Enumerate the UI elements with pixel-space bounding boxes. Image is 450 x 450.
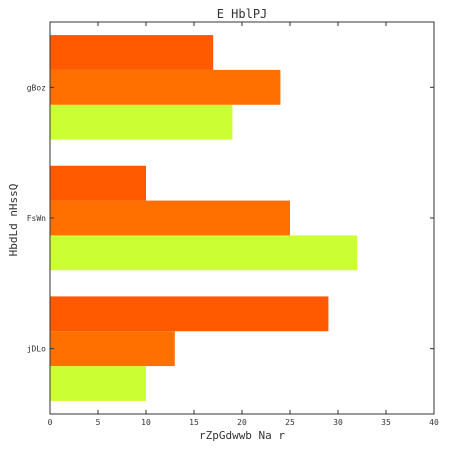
x-tick-label-0: 0 — [48, 418, 53, 427]
y-tick-label-jDLo: jDLo — [27, 345, 46, 354]
bars-group — [50, 35, 357, 401]
x-tick-label-10: 10 — [141, 418, 151, 427]
x-axis-label: rZpGdwwb Na r — [199, 429, 285, 442]
y-tick-label-FsWn: FsWn — [27, 214, 46, 223]
x-tick-label-30: 30 — [333, 418, 343, 427]
x-tick-label-25: 25 — [285, 418, 295, 427]
x-tick-label-5: 5 — [96, 418, 101, 427]
y-tick-label-gBoz: gBoz — [27, 83, 46, 92]
x-tick-label-35: 35 — [381, 418, 391, 427]
bar-jDLo-series-1 — [50, 366, 146, 401]
x-tick-label-40: 40 — [429, 418, 439, 427]
bar-gBoz-series-3 — [50, 35, 213, 70]
bar-FsWn-series-1 — [50, 235, 357, 270]
bar-jDLo-series-2 — [50, 331, 175, 366]
bar-gBoz-series-2 — [50, 70, 280, 105]
y-axis-label: HbdLd nHssQ — [7, 184, 20, 257]
bar-gBoz-series-1 — [50, 105, 232, 140]
x-tick-label-15: 15 — [189, 418, 199, 427]
chart-title: E HblPJ — [217, 7, 268, 21]
bar-FsWn-series-3 — [50, 166, 146, 201]
bar-jDLo-series-3 — [50, 296, 328, 331]
bar-FsWn-series-2 — [50, 201, 290, 236]
x-tick-label-20: 20 — [237, 418, 247, 427]
